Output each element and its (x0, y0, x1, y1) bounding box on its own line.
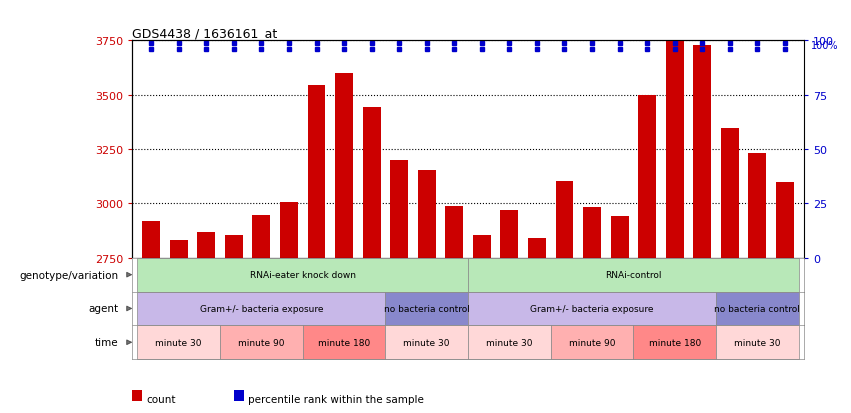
Text: RNAi-control: RNAi-control (605, 271, 661, 280)
Text: minute 30: minute 30 (156, 338, 202, 347)
Bar (303, 325, 386, 359)
Bar (386, 292, 468, 325)
Text: agent: agent (89, 304, 118, 314)
Bar (253, 216, 271, 413)
Bar (473, 235, 491, 413)
Bar (280, 203, 298, 413)
Bar (225, 235, 243, 413)
Bar (748, 154, 766, 413)
Text: minute 180: minute 180 (318, 338, 370, 347)
Bar (716, 325, 799, 359)
Bar (611, 217, 629, 413)
Text: no bacteria control: no bacteria control (715, 304, 800, 313)
Text: minute 30: minute 30 (734, 338, 780, 347)
Bar (583, 207, 601, 413)
Bar (694, 46, 711, 413)
Text: minute 90: minute 90 (238, 338, 284, 347)
Bar (633, 325, 716, 359)
Text: time: time (94, 337, 118, 347)
Bar (716, 292, 799, 325)
Text: minute 30: minute 30 (403, 338, 450, 347)
Bar (528, 239, 545, 413)
Bar (137, 258, 468, 292)
Bar (556, 181, 574, 413)
Text: GDS4438 / 1636161_at: GDS4438 / 1636161_at (132, 27, 277, 40)
Text: no bacteria control: no bacteria control (384, 304, 470, 313)
Text: minute 90: minute 90 (568, 338, 615, 347)
Text: minute 30: minute 30 (486, 338, 533, 347)
Text: count: count (146, 394, 176, 404)
Bar (638, 95, 656, 413)
Bar (551, 325, 633, 359)
Bar (468, 258, 799, 292)
Text: percentile rank within the sample: percentile rank within the sample (248, 394, 425, 404)
Text: Gram+/- bacteria exposure: Gram+/- bacteria exposure (530, 304, 654, 313)
Bar (468, 325, 551, 359)
Bar (307, 86, 325, 413)
Bar (391, 161, 408, 413)
Bar (721, 129, 739, 413)
Bar (197, 232, 215, 413)
Text: 100%: 100% (811, 41, 838, 51)
Bar (137, 325, 220, 359)
Text: Gram+/- bacteria exposure: Gram+/- bacteria exposure (200, 304, 323, 313)
Bar (468, 292, 716, 325)
Text: minute 180: minute 180 (648, 338, 701, 347)
Text: genotype/variation: genotype/variation (20, 270, 118, 280)
Text: RNAi-eater knock down: RNAi-eater knock down (249, 271, 356, 280)
Bar (776, 182, 794, 413)
Bar (363, 107, 380, 413)
Bar (665, 41, 683, 413)
Bar (335, 74, 353, 413)
Bar (500, 210, 518, 413)
Bar (170, 241, 188, 413)
Bar (386, 325, 468, 359)
Bar (445, 206, 463, 413)
Bar (418, 170, 436, 413)
Bar (220, 325, 303, 359)
Bar (142, 221, 160, 413)
Bar (137, 292, 386, 325)
